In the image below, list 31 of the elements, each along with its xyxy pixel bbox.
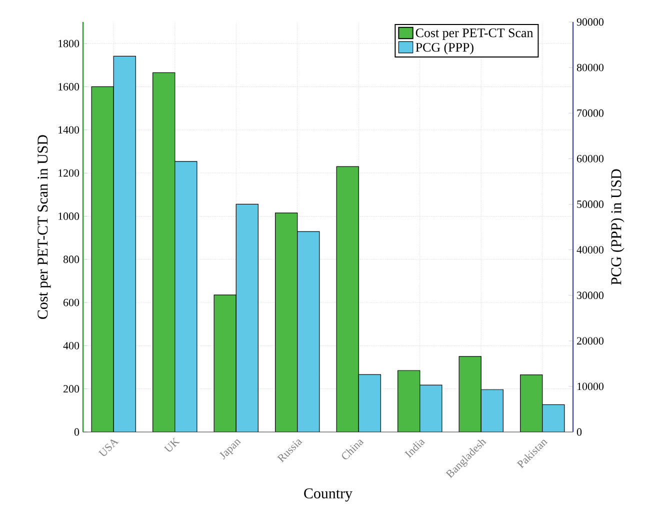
y2-tick-label: 50000 (577, 200, 604, 208)
y2-axis-title: PCG (PPP) in USD (610, 169, 624, 285)
legend-label: PCG (PPP) (416, 42, 474, 54)
y-axis-title: Cost per PET-CT Scan in USD (38, 135, 51, 319)
x-tick-label: UK (164, 437, 180, 452)
x-tick-label: USA (98, 440, 119, 456)
y2-tick-label: 80000 (576, 64, 604, 72)
y-tick-label: 800 (63, 256, 80, 264)
x-tick-label: India (404, 440, 426, 458)
y2-tick-label: 60000 (576, 154, 604, 162)
y2-tick-label: 10000 (577, 382, 604, 390)
y-tick-label: 600 (64, 298, 80, 306)
y-tick-label: 1000 (58, 212, 80, 220)
y-tick-label: 400 (63, 342, 80, 350)
bar (520, 374, 543, 432)
y2-tick-label: 0 (576, 428, 582, 436)
y2-tick-label: 40000 (576, 246, 604, 254)
y2-tick-label: 20000 (577, 337, 604, 345)
y-tick-label: 1800 (58, 40, 80, 48)
x-axis-title: Country (304, 488, 352, 502)
y-tick-label: 0 (74, 428, 80, 436)
y2-tick-label: 30000 (577, 292, 604, 300)
bar (358, 374, 381, 432)
y2-tick-label: 70000 (577, 109, 604, 117)
y-tick-label: 1400 (58, 126, 80, 134)
y2-tick-label: 90000 (576, 18, 604, 26)
legend-label: Cost per PET-CT Scan (416, 28, 534, 40)
bar (336, 166, 359, 432)
y-tick-label: 1600 (58, 83, 80, 90)
y-tick-label: 1200 (58, 169, 80, 177)
y-tick-label: 200 (64, 385, 80, 393)
